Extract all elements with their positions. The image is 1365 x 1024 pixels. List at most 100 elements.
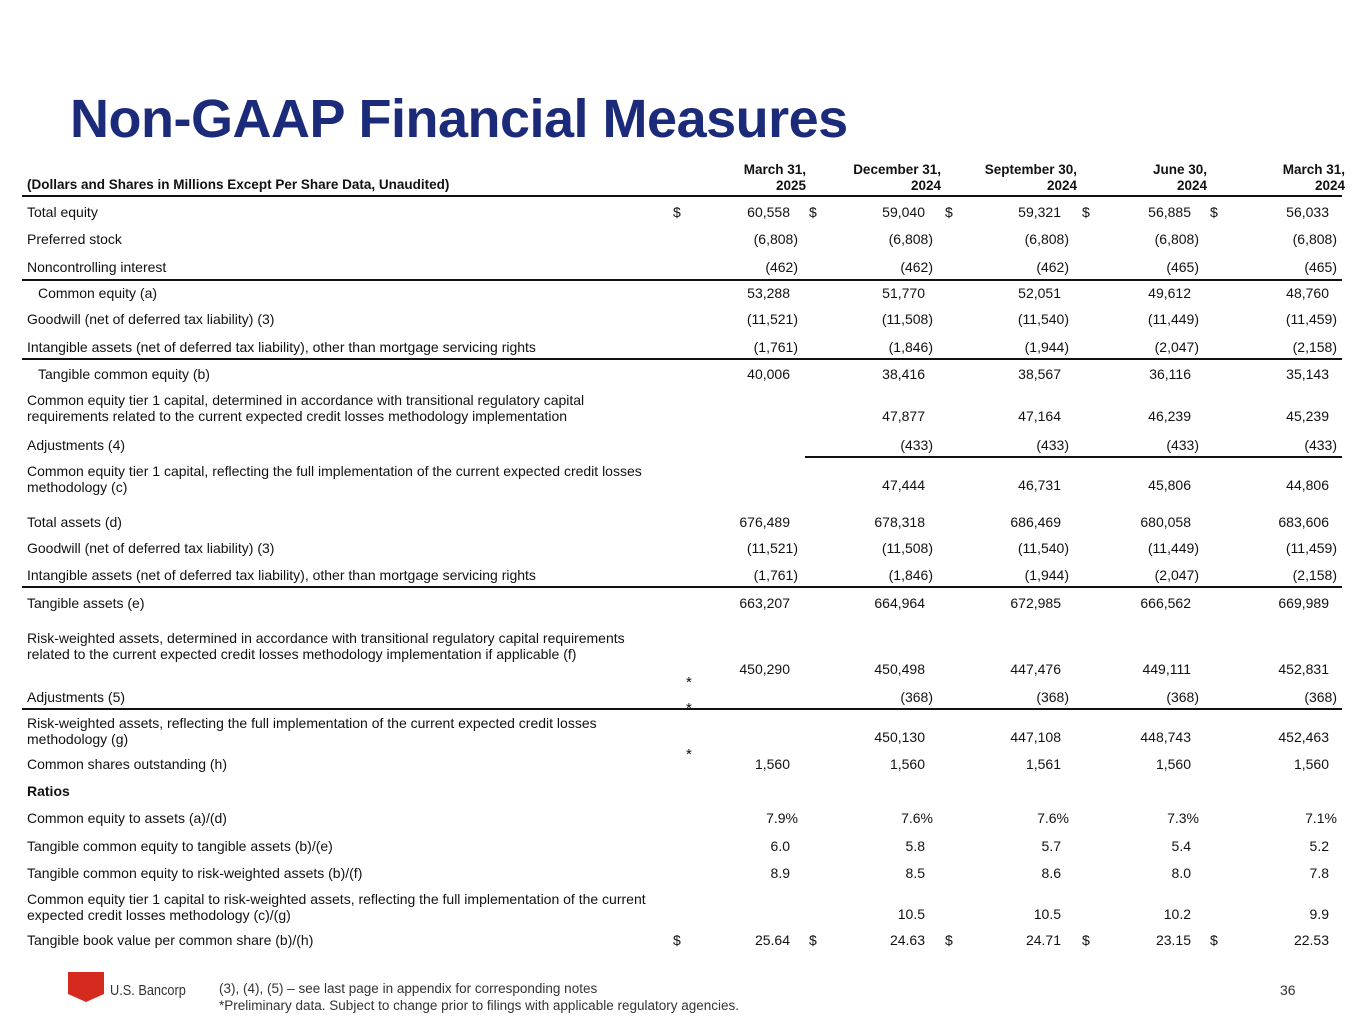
- cell-value: 53,288: [747, 285, 790, 301]
- column-header-line2: 2024: [910, 178, 941, 193]
- cell-value: (433): [900, 437, 933, 453]
- cell-value: 450,498: [874, 661, 925, 677]
- cell-value: 663,207: [739, 595, 790, 611]
- row-label: Tangible common equity to tangible asset…: [27, 838, 333, 854]
- dollar-sign: $: [1210, 932, 1218, 948]
- cell-value: 664,964: [874, 595, 925, 611]
- cell-value: 7.6%: [901, 810, 933, 826]
- subtotal-divider: [805, 456, 1342, 458]
- cell-value: (1,846): [888, 339, 933, 355]
- row-label: Common shares outstanding (h): [27, 756, 227, 772]
- cell-value: 10.2: [1163, 906, 1191, 922]
- cell-value: (1,846): [888, 567, 933, 583]
- column-header-line2: 2024: [1176, 178, 1207, 193]
- cell-value: (1,944): [1024, 339, 1069, 355]
- cell-value: (368): [1166, 689, 1199, 705]
- cell-value: 683,606: [1278, 514, 1329, 530]
- cell-value: 8.5: [905, 865, 925, 881]
- cell-value: 7.9%: [766, 810, 798, 826]
- row-label: Goodwill (net of deferred tax liability)…: [27, 540, 275, 556]
- cell-value: 449,111: [1142, 661, 1191, 677]
- cell-value: 447,108: [1010, 729, 1061, 745]
- dollar-sign: $: [945, 204, 953, 220]
- dollar-sign: $: [945, 932, 953, 948]
- cell-value: (11,508): [881, 311, 933, 327]
- dollar-sign: $: [1082, 204, 1090, 220]
- cell-value: 5.8: [905, 838, 925, 854]
- row-label: Tangible assets (e): [27, 595, 145, 611]
- cell-value: 56,033: [1286, 204, 1329, 220]
- cell-value: 6.0: [770, 838, 790, 854]
- cell-value: 672,985: [1010, 595, 1061, 611]
- cell-value: 45,806: [1148, 477, 1191, 493]
- cell-value: 1,561: [1025, 756, 1061, 772]
- cell-value: 36,116: [1149, 366, 1191, 382]
- cell-value: 45,239: [1286, 408, 1329, 424]
- cell-value: 24.63: [889, 932, 925, 948]
- row-label: Noncontrolling interest: [27, 259, 167, 275]
- cell-value: (11,459): [1285, 540, 1337, 556]
- column-header: December 31, 2024: [801, 162, 941, 194]
- cell-value: (2,047): [1154, 567, 1199, 583]
- column-header-line1: December 31,: [853, 162, 941, 177]
- cell-value: (11,540): [1017, 311, 1069, 327]
- column-header-line2: 2024: [1046, 178, 1077, 193]
- asterisk: *: [686, 746, 692, 763]
- cell-value: 5.4: [1171, 838, 1191, 854]
- dollar-sign: $: [673, 932, 681, 948]
- cell-value: 1,560: [889, 756, 925, 772]
- cell-value: 686,469: [1010, 514, 1061, 530]
- row-label: Risk-weighted assets, determined in acco…: [27, 630, 625, 662]
- cell-value: 450,290: [739, 661, 790, 677]
- cell-value: 35,143: [1286, 366, 1329, 382]
- cell-value: 1,560: [1293, 756, 1329, 772]
- cell-value: (11,540): [1017, 540, 1069, 556]
- cell-value: 60,558: [747, 204, 790, 220]
- row-label: Total assets (d): [27, 514, 122, 530]
- cell-value: 52,051: [1018, 285, 1061, 301]
- cell-value: 38,416: [882, 366, 925, 382]
- row-label: Common equity to assets (a)/(d): [27, 810, 227, 826]
- cell-value: 9.9: [1309, 906, 1329, 922]
- cell-value: 7.1%: [1305, 810, 1337, 826]
- column-header-line1: March 31,: [743, 162, 806, 177]
- row-label: Adjustments (5): [27, 689, 126, 705]
- cell-value: (11,508): [881, 540, 933, 556]
- cell-value: 22.53: [1293, 932, 1329, 948]
- column-header-line1: September 30,: [984, 162, 1077, 177]
- cell-value: 47,444: [882, 477, 925, 493]
- cell-value: (11,459): [1285, 311, 1337, 327]
- cell-value: (2,047): [1154, 339, 1199, 355]
- cell-value: (6,808): [1024, 231, 1069, 247]
- cell-value: (462): [1036, 259, 1069, 275]
- dollar-sign: $: [809, 932, 817, 948]
- cell-value: (2,158): [1292, 567, 1337, 583]
- cell-value: 59,321: [1018, 204, 1061, 220]
- row-label: Total equity: [27, 204, 98, 220]
- cell-value: 44,806: [1286, 477, 1329, 493]
- column-header-line1: June 30,: [1152, 162, 1207, 177]
- cell-value: (465): [1166, 259, 1199, 275]
- row-label: Common equity tier 1 capital, determined…: [27, 392, 585, 424]
- row-label: Common equity tier 1 capital to risk-wei…: [27, 891, 646, 923]
- cell-value: 676,489: [739, 514, 790, 530]
- dollar-sign: $: [809, 204, 817, 220]
- row-label: Intangible assets (net of deferred tax l…: [27, 339, 536, 355]
- cell-value: 48,760: [1286, 285, 1329, 301]
- cell-value: 1,560: [754, 756, 790, 772]
- row-label: Intangible assets (net of deferred tax l…: [27, 567, 536, 583]
- header-divider: [22, 195, 1342, 197]
- cell-value: (433): [1304, 437, 1337, 453]
- cell-value: (11,521): [746, 540, 798, 556]
- cell-value: 669,989: [1278, 595, 1329, 611]
- cell-value: 10.5: [897, 906, 925, 922]
- row-label: Tangible common equity (b): [38, 366, 210, 382]
- cell-value: 47,877: [882, 408, 925, 424]
- cell-value: 8.9: [770, 865, 790, 881]
- cell-value: 10.5: [1033, 906, 1061, 922]
- cell-value: 5.2: [1309, 838, 1329, 854]
- column-header: March 31, 2024: [1205, 162, 1345, 194]
- units-label: (Dollars and Shares in Millions Except P…: [27, 177, 450, 192]
- page-title: Non-GAAP Financial Measures: [70, 89, 848, 149]
- cell-value: (462): [765, 259, 798, 275]
